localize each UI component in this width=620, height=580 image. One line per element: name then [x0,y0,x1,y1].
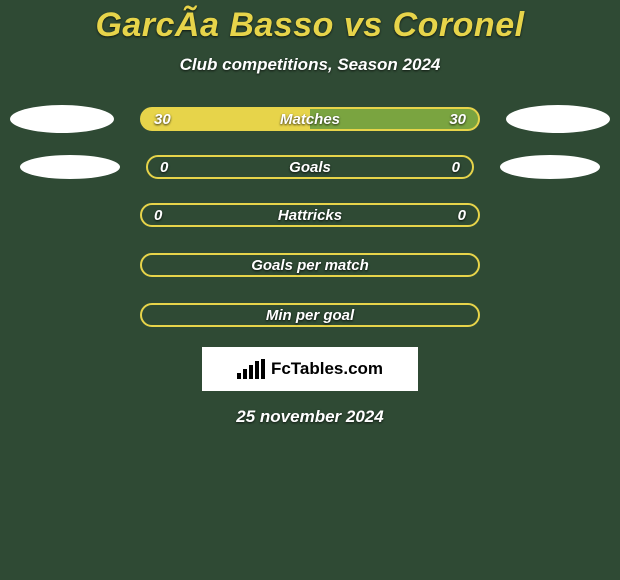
stat-label: Goals per match [251,257,369,274]
stat-label: Min per goal [266,307,354,324]
footer-logo: FcTables.com [202,347,418,391]
bars-icon [237,359,265,379]
stat-right-value: 0 [452,159,460,176]
stat-label: Goals [289,159,331,176]
player-right-marker [506,201,610,229]
stat-row: Min per goal [0,301,620,329]
stat-label: Matches [280,111,340,128]
player-left-marker [10,301,114,329]
player-right-marker [506,105,610,133]
stat-row: 30 Matches 30 [0,105,620,133]
stat-bar: 30 Matches 30 [140,107,480,131]
player-left-marker [20,155,120,179]
page-title: GarcÃ­a Basso vs Coronel [95,6,524,45]
stat-row: 0 Hattricks 0 [0,201,620,229]
stat-right-value: 0 [458,207,466,224]
stat-bar: 0 Hattricks 0 [140,203,480,227]
player-right-marker [506,251,610,279]
stat-label: Hattricks [278,207,342,224]
player-right-marker [500,155,600,179]
stat-bar: Goals per match [140,253,480,277]
stat-left-value: 30 [154,111,171,128]
player-left-marker [10,251,114,279]
logo-text: FcTables.com [271,359,383,379]
stat-bar: Min per goal [140,303,480,327]
footer-date: 25 november 2024 [236,407,383,427]
player-left-marker [10,201,114,229]
stat-left-value: 0 [160,159,168,176]
page-subtitle: Club competitions, Season 2024 [180,55,441,75]
player-right-marker [506,301,610,329]
stat-right-value: 30 [449,111,466,128]
stat-row: Goals per match [0,251,620,279]
h2h-infographic: GarcÃ­a Basso vs Coronel Club competitio… [0,0,620,580]
stat-row: 0 Goals 0 [0,155,620,179]
player-left-marker [10,105,114,133]
stat-left-value: 0 [154,207,162,224]
stat-rows: 30 Matches 30 0 Goals 0 0 Hattricks 0 Goals per m… [0,105,620,329]
stat-bar: 0 Goals 0 [146,155,474,179]
